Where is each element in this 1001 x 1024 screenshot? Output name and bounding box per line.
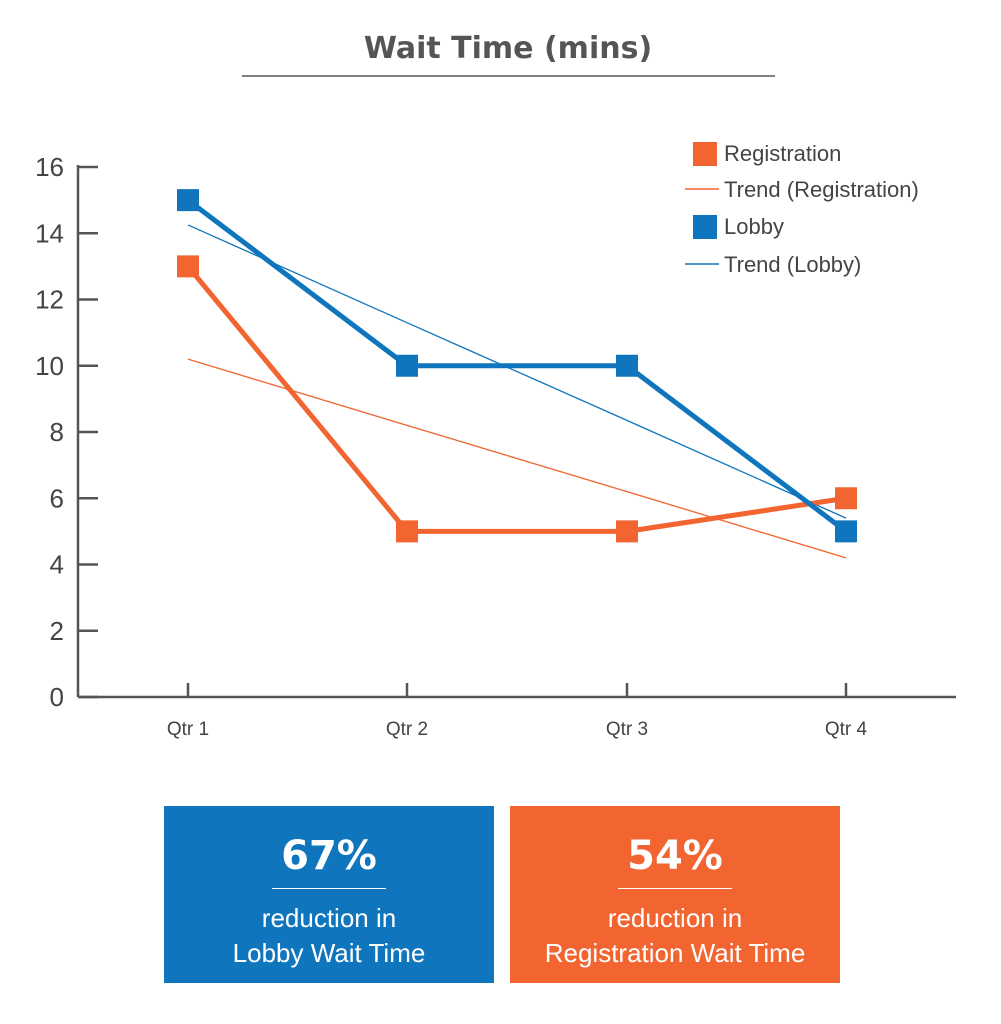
legend-registration-swatch xyxy=(693,142,717,166)
legend-registration-label: Registration xyxy=(724,141,841,166)
data-point-lobby xyxy=(616,354,638,377)
registration-reduction-line2: Registration Wait Time xyxy=(544,938,806,968)
lobby-reduction-divider xyxy=(272,888,386,889)
registration-reduction-box: 54% reduction in Registration Wait Time xyxy=(510,806,840,983)
y-tick-label: 2 xyxy=(50,616,64,646)
series-lines xyxy=(177,189,857,543)
x-tick-label: Qtr 4 xyxy=(825,719,868,740)
chart-title: Wait Time (mins) xyxy=(364,31,652,66)
data-point-registration xyxy=(396,520,418,543)
trend-line-registration xyxy=(187,358,847,559)
series-line-lobby xyxy=(186,198,848,534)
y-tick-label: 16 xyxy=(35,152,64,182)
lobby-reduction-value: 67% xyxy=(281,833,377,879)
data-point-lobby xyxy=(396,354,418,377)
registration-reduction-value: 54% xyxy=(627,833,723,879)
legend-trend-registration-label: Trend (Registration) xyxy=(724,177,919,202)
registration-reduction-line1: reduction in xyxy=(607,903,743,933)
legend: Registration Trend (Registration) Lobby … xyxy=(685,141,919,277)
x-tick-label: Qtr 3 xyxy=(606,719,648,740)
data-point-lobby xyxy=(177,189,199,212)
registration-reduction-divider xyxy=(618,888,732,889)
lobby-reduction-line2: Lobby Wait Time xyxy=(232,938,426,968)
y-ticks: 0 2 4 6 8 10 12 14 16 xyxy=(35,152,98,712)
x-ticks: Qtr 1 Qtr 2 Qtr 3 Qtr 4 xyxy=(167,683,868,740)
lobby-reduction-line1: reduction in xyxy=(261,903,397,933)
y-tick-label: 8 xyxy=(50,417,64,447)
data-point-lobby xyxy=(835,520,857,543)
y-tick-label: 10 xyxy=(35,351,64,381)
y-tick-label: 12 xyxy=(35,285,64,315)
trend-line-lobby xyxy=(187,224,847,519)
legend-lobby-label: Lobby xyxy=(724,214,784,239)
lobby-reduction-box: 67% reduction in Lobby Wait Time xyxy=(164,806,494,983)
data-point-registration xyxy=(616,520,638,543)
y-tick-label: 14 xyxy=(35,218,64,248)
trend-lines xyxy=(187,224,847,559)
y-tick-label: 6 xyxy=(50,483,64,513)
data-point-registration xyxy=(835,487,857,510)
y-tick-label: 0 xyxy=(50,682,64,712)
series-line-registration xyxy=(186,264,847,534)
y-tick-label: 4 xyxy=(50,550,64,580)
axes xyxy=(76,165,956,699)
legend-trend-lobby-label: Trend (Lobby) xyxy=(724,252,861,277)
x-tick-label: Qtr 1 xyxy=(167,719,209,740)
data-point-registration xyxy=(177,255,199,278)
legend-lobby-swatch xyxy=(693,215,717,239)
x-tick-label: Qtr 2 xyxy=(386,719,428,740)
